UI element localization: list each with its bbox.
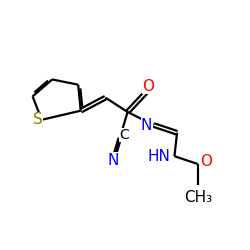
- Text: S: S: [33, 112, 43, 127]
- Text: O: O: [200, 154, 212, 169]
- Text: N: N: [141, 118, 152, 132]
- Text: O: O: [142, 79, 154, 94]
- Text: HN: HN: [148, 149, 171, 164]
- Text: CH₃: CH₃: [184, 190, 212, 204]
- Text: C: C: [120, 128, 129, 142]
- Text: N: N: [108, 153, 119, 168]
